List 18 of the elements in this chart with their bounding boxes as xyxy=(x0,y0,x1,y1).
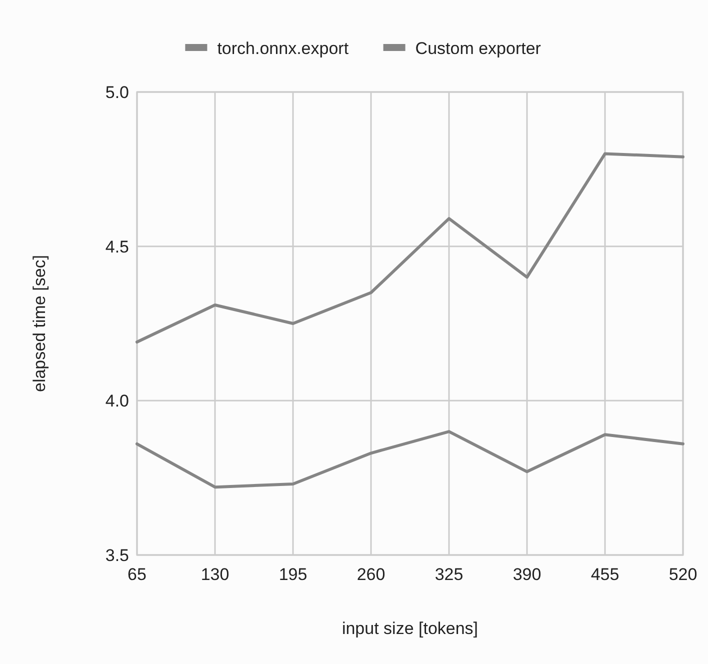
line-series xyxy=(136,430,684,489)
x-axis-title: input size [tokens] xyxy=(342,619,478,638)
x-tick-label: 260 xyxy=(356,565,386,584)
y-tick-label: 4.0 xyxy=(105,392,129,411)
legend-label: Custom exporter xyxy=(415,38,542,58)
x-tick-label: 195 xyxy=(278,565,308,584)
x-tick-label: 455 xyxy=(590,565,620,584)
x-tick-label: 65 xyxy=(128,565,146,584)
y-tick-label: 5.0 xyxy=(105,82,129,102)
x-tick-label: 130 xyxy=(200,565,230,584)
x-tick-label: 520 xyxy=(668,565,698,584)
legend-label: torch.onnx.export xyxy=(217,38,349,58)
line-series xyxy=(136,152,684,344)
x-tick-label: 325 xyxy=(434,565,464,584)
y-axis-title: elapsed time [sec] xyxy=(30,254,49,392)
y-tick-label: 4.5 xyxy=(105,237,129,256)
x-tick-label: 390 xyxy=(512,565,542,584)
y-tick-label: 3.5 xyxy=(105,546,129,565)
